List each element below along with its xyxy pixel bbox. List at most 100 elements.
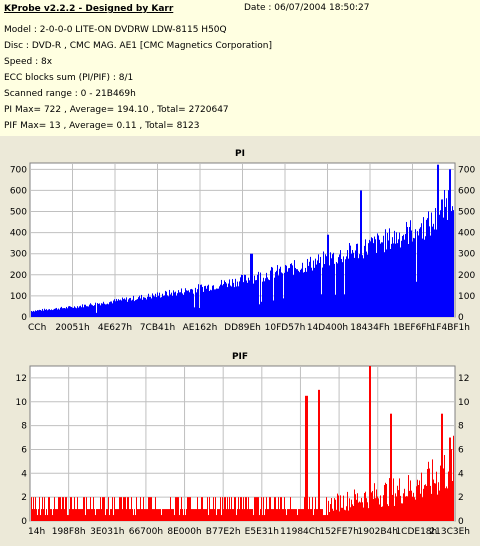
- bar: [448, 471, 449, 521]
- bar: [52, 310, 53, 317]
- bar: [36, 310, 37, 317]
- bar: [313, 515, 314, 521]
- bar: [257, 497, 258, 521]
- bar: [299, 272, 300, 317]
- bar: [62, 308, 63, 317]
- x-tick-label: 20051h: [55, 323, 89, 333]
- bar: [174, 515, 175, 521]
- x-tick-label: 14D400h: [307, 323, 348, 333]
- bar: [269, 280, 270, 317]
- bar: [62, 497, 63, 521]
- bar: [131, 497, 132, 521]
- bar: [342, 262, 343, 317]
- bar: [97, 509, 98, 521]
- bar: [385, 229, 386, 317]
- bar: [127, 497, 128, 521]
- bar: [284, 272, 285, 317]
- bar: [405, 496, 406, 521]
- bar: [89, 509, 90, 521]
- bar: [111, 509, 112, 521]
- bar: [261, 497, 262, 521]
- pif-chart-panel: PIF 0 0 2 2 4 4 6 6 8 8 10 10 12 12 14h 198F8h 3E031h 6670…: [0, 346, 480, 542]
- bar: [409, 490, 410, 521]
- bar: [137, 299, 138, 317]
- bar: [247, 282, 248, 317]
- pi-chart-panel: PI 0 0 100 100 200 200 300 300 400 400 500 500 600 600…: [0, 143, 480, 338]
- bar: [286, 265, 287, 317]
- bar: [64, 308, 65, 317]
- bar: [277, 509, 278, 521]
- bar: [65, 308, 66, 317]
- bar: [288, 268, 289, 317]
- bar: [307, 395, 308, 521]
- bar: [113, 515, 114, 521]
- bar: [121, 300, 122, 317]
- drive-model: Model : 2-0-0-0 LITE-ON DVDRW LDW-8115 H…: [4, 25, 227, 35]
- bar: [46, 309, 47, 317]
- bar: [208, 284, 209, 317]
- bar: [252, 253, 253, 317]
- bar: [230, 285, 231, 317]
- x-tick-label: 1F4BF1h: [431, 323, 470, 333]
- bar: [83, 497, 84, 521]
- bar: [429, 468, 430, 521]
- bar: [157, 292, 158, 317]
- bar: [402, 503, 403, 521]
- bar: [310, 256, 311, 317]
- bar: [324, 264, 325, 317]
- bar: [400, 247, 401, 317]
- bar: [236, 515, 237, 521]
- bar: [267, 509, 268, 521]
- bar: [390, 413, 391, 521]
- bar: [194, 307, 195, 317]
- bar: [156, 297, 157, 317]
- bar: [167, 509, 168, 521]
- x-tick-label: 18434Fh: [350, 323, 390, 333]
- bar: [345, 259, 346, 317]
- bar: [157, 509, 158, 521]
- bar: [323, 251, 324, 317]
- bar: [87, 306, 88, 317]
- bar: [175, 497, 176, 521]
- bar: [146, 509, 147, 521]
- bar: [75, 307, 76, 317]
- y-tick-label-left: 0: [21, 517, 27, 527]
- bar: [66, 306, 67, 317]
- bar: [250, 253, 251, 317]
- bar: [216, 515, 217, 521]
- bar: [305, 267, 306, 317]
- bar: [337, 493, 338, 521]
- bar: [61, 509, 62, 521]
- bar: [405, 233, 406, 317]
- bar: [430, 485, 431, 521]
- bar: [447, 488, 448, 521]
- bar: [418, 235, 419, 317]
- bar: [279, 509, 280, 521]
- bar: [226, 283, 227, 317]
- x-tick-label: 213C3Eh: [429, 527, 470, 537]
- bar: [70, 497, 71, 521]
- bar: [216, 288, 217, 317]
- bar: [313, 260, 314, 317]
- bar: [166, 509, 167, 521]
- bar: [144, 297, 145, 317]
- bar: [224, 497, 225, 521]
- bar: [210, 289, 211, 317]
- bar: [451, 449, 452, 521]
- bar: [72, 509, 73, 521]
- bar: [432, 226, 433, 317]
- x-tick-label: 4E627h: [98, 323, 132, 333]
- y-tick-label-left: 2: [21, 493, 27, 503]
- bar: [330, 252, 331, 317]
- bar: [245, 274, 246, 317]
- bar: [360, 502, 361, 521]
- bar: [192, 289, 193, 317]
- bar: [119, 300, 120, 317]
- bar: [254, 275, 255, 317]
- bar: [47, 515, 48, 521]
- bar: [173, 509, 174, 521]
- bar: [120, 299, 121, 317]
- bar: [243, 497, 244, 521]
- bar: [287, 271, 288, 317]
- y-tick-label-right: 200: [458, 271, 475, 281]
